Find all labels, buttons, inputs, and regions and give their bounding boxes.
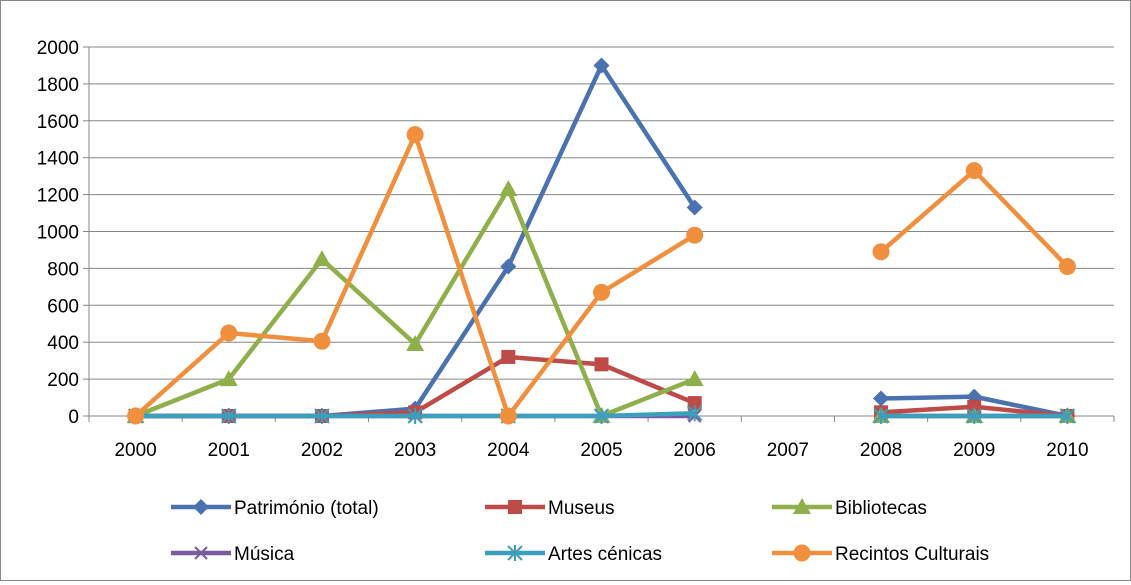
legend-entry: Bibliotecas: [772, 498, 927, 519]
legend-marker: [194, 546, 208, 560]
x-tick-label: 2004: [487, 440, 530, 461]
legend-label: Património (total): [234, 498, 379, 519]
data-point: [872, 243, 890, 261]
y-tick-label: 0: [68, 407, 79, 428]
legend-entry: Artes cénicas: [485, 544, 662, 565]
data-point: [407, 408, 423, 424]
data-point: [687, 396, 702, 411]
x-tick-label: 2002: [301, 440, 343, 461]
x-tick-label: 2006: [674, 440, 716, 461]
series-line: [133, 132, 697, 419]
series-line: [133, 186, 697, 419]
y-tick-label: 800: [47, 259, 79, 280]
data-point: [593, 283, 610, 301]
x-tick-label: 2008: [860, 440, 902, 461]
x-tick-label: 2007: [767, 440, 809, 461]
legend-entry: Música: [171, 544, 295, 565]
data-point: [967, 399, 982, 414]
data-point: [406, 335, 425, 352]
data-point: [593, 57, 610, 74]
series-2: [126, 180, 1077, 423]
y-tick-label: 1000: [37, 223, 79, 244]
data-point: [593, 408, 610, 424]
data-point: [501, 349, 516, 364]
y-tick-label: 200: [47, 370, 79, 391]
legend-marker: [507, 545, 523, 561]
x-tick-label: 2005: [580, 440, 622, 461]
y-tick-label: 1200: [37, 186, 79, 207]
legend-label: Música: [234, 544, 295, 565]
data-point: [312, 250, 331, 267]
y-tick-label: 1800: [37, 75, 79, 96]
data-point: [686, 405, 703, 422]
legend-entry: Património (total): [171, 498, 379, 519]
legend-label: Museus: [548, 498, 615, 519]
series-line: [133, 63, 697, 419]
legend-marker: [508, 500, 522, 514]
legend: Património (total) Museus Bibliotecas Músic…: [171, 498, 989, 565]
x-tick-label: 2009: [953, 440, 995, 461]
legend-entry: Museus: [485, 498, 615, 519]
data-point: [873, 408, 889, 424]
data-point: [314, 408, 330, 424]
data-point: [966, 408, 982, 424]
legend-label: Recintos Culturais: [835, 544, 989, 565]
data-point: [219, 370, 238, 387]
series-lines: [126, 57, 1077, 425]
legend-label: Bibliotecas: [835, 498, 927, 519]
legend-marker: [793, 544, 811, 562]
legend-marker: [193, 499, 209, 515]
series-line: [878, 168, 1070, 269]
data-point: [1059, 408, 1076, 424]
axes: 0 200 400 600 800 1000 1200 1400 1600 1800 2000 200…: [37, 38, 1115, 461]
data-point: [500, 258, 517, 275]
y-tick-label: 600: [47, 296, 79, 317]
data-point: [686, 226, 704, 244]
data-point: [220, 324, 238, 342]
x-tick-label: 2003: [394, 440, 436, 461]
x-tick-label: 2000: [114, 440, 156, 461]
series-5: [127, 126, 1076, 425]
legend-marker: [793, 498, 811, 514]
legend-entry: Recintos Culturais: [772, 544, 989, 565]
data-point: [965, 162, 983, 180]
data-point: [499, 180, 518, 197]
data-point: [873, 390, 890, 407]
data-point: [685, 370, 704, 387]
data-point: [406, 126, 424, 144]
y-tick-label: 400: [47, 333, 79, 354]
data-point: [499, 407, 517, 425]
data-point: [127, 407, 145, 425]
data-point: [594, 357, 609, 372]
y-tick-label: 1400: [37, 149, 79, 170]
y-tick-label: 1600: [37, 112, 79, 133]
data-point: [1058, 258, 1076, 276]
data-point: [313, 332, 331, 350]
y-tick-label: 2000: [37, 38, 79, 59]
legend-label: Artes cénicas: [548, 544, 662, 565]
data-point: [686, 199, 703, 216]
x-tick-label: 2010: [1046, 440, 1088, 461]
x-tick-label: 2001: [208, 440, 250, 461]
gridlines: [89, 46, 1114, 380]
data-point: [221, 408, 237, 424]
